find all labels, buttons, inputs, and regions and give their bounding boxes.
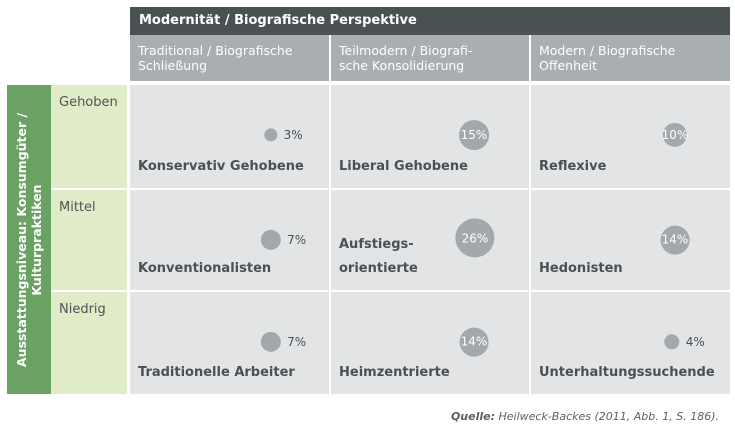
milieu-label: Unterhaltungssuchende bbox=[539, 361, 715, 385]
milieu-label-line: Konservativ Gehobene bbox=[138, 159, 304, 174]
column-header-line: sche Konsolidierung bbox=[339, 58, 465, 73]
percent-label: 7% bbox=[287, 335, 307, 349]
milieu-label: Hedonisten bbox=[539, 257, 623, 281]
percent-bubble bbox=[260, 229, 282, 251]
milieu-cell: Hedonisten 14% bbox=[531, 190, 730, 290]
percent-bubble: 26% bbox=[455, 218, 495, 258]
column-header-traditional: Traditional / Biografische Schließung bbox=[130, 35, 329, 81]
milieu-cell: Aufstiegs-orientierte 26% bbox=[331, 190, 529, 290]
percent-label: 7% bbox=[287, 233, 307, 247]
source-note: Quelle: Heilweck-Backes (2011, Abb. 1, S… bbox=[451, 410, 719, 423]
milieu-label: Traditionelle Arbeiter bbox=[138, 361, 295, 385]
percent-label: 14% bbox=[661, 232, 689, 247]
column-header-line: Teilmodern / Biografi- bbox=[339, 43, 473, 58]
side-axis-line: Kulturpraktiken bbox=[29, 183, 45, 296]
side-axis-line: Ausstattungsniveau: Konsumgüter / bbox=[14, 112, 30, 367]
percent-bubble: 10% bbox=[661, 122, 689, 148]
row-header-gehoben: Gehoben bbox=[51, 85, 127, 188]
column-header-modern: Modern / Biografische Offenheit bbox=[531, 35, 730, 81]
percent-label: 4% bbox=[685, 335, 705, 349]
column-header-teilmodern: Teilmodern / Biografi- sche Konsolidieru… bbox=[331, 35, 529, 81]
side-axis-label: Ausstattungsniveau: Konsumgüter / Kultur… bbox=[7, 85, 51, 394]
source-label: Quelle: bbox=[450, 410, 495, 423]
column-header-line: Schließung bbox=[138, 58, 208, 73]
milieu-label-line: Reflexive bbox=[539, 159, 607, 174]
column-header-line: Offenheit bbox=[539, 58, 598, 73]
row-header-mittel: Mittel bbox=[51, 190, 127, 290]
milieu-cell: Traditionelle Arbeiter 7% bbox=[130, 292, 329, 394]
milieu-label-line: orientierte bbox=[339, 261, 418, 276]
milieu-label: Konservativ Gehobene bbox=[138, 155, 304, 179]
milieu-cell: Konservativ Gehobene 3% bbox=[130, 85, 329, 188]
milieu-cell: Heimzentrierte 14% bbox=[331, 292, 529, 394]
milieu-label-line: Traditionelle Arbeiter bbox=[138, 365, 295, 380]
percent-bubble bbox=[260, 331, 282, 353]
milieu-cell: Liberal Gehobene 15% bbox=[331, 85, 529, 188]
column-header-line: Traditional / Biografische bbox=[138, 43, 293, 58]
milieu-label-line: Hedonisten bbox=[539, 261, 623, 276]
milieu-label-line: Aufstiegs- bbox=[339, 237, 414, 252]
percent-label: 14% bbox=[460, 334, 488, 349]
milieu-label: Heimzentrierte bbox=[339, 361, 450, 385]
milieu-label: Reflexive bbox=[539, 155, 606, 179]
percent-label: 26% bbox=[461, 231, 489, 245]
percent-bubble: 15% bbox=[459, 120, 489, 150]
milieu-label-line: Heimzentrierte bbox=[339, 365, 450, 380]
column-header-line: Modern / Biografische bbox=[539, 43, 676, 58]
percent-bubble bbox=[664, 334, 680, 350]
diagram-title: Modernität / Biografische Perspektive bbox=[130, 7, 730, 35]
percent-bubble: 14% bbox=[459, 327, 489, 357]
milieu-cell: Konventionalisten 7% bbox=[130, 190, 329, 290]
milieu-label: Konventionalisten bbox=[138, 257, 271, 281]
milieu-cell: Reflexive 10% bbox=[531, 85, 730, 188]
percent-label: 15% bbox=[460, 128, 488, 142]
milieu-label: Aufstiegs-orientierte bbox=[339, 233, 418, 281]
percent-label: 10% bbox=[661, 128, 689, 142]
row-header-niedrig: Niedrig bbox=[51, 292, 127, 394]
percent-bubble bbox=[264, 128, 278, 142]
milieu-label-line: Unterhaltungssuchende bbox=[539, 365, 715, 380]
source-text: Heilweck-Backes (2011, Abb. 1, S. 186). bbox=[498, 410, 719, 423]
milieu-label-line: Konventionalisten bbox=[138, 261, 272, 276]
percent-bubble: 14% bbox=[660, 225, 690, 255]
percent-label: 3% bbox=[283, 128, 303, 142]
milieu-label: Liberal Gehobene bbox=[339, 155, 468, 179]
milieu-cell: Unterhaltungssuchende 4% bbox=[531, 292, 730, 394]
milieu-label-line: Liberal Gehobene bbox=[339, 159, 468, 174]
